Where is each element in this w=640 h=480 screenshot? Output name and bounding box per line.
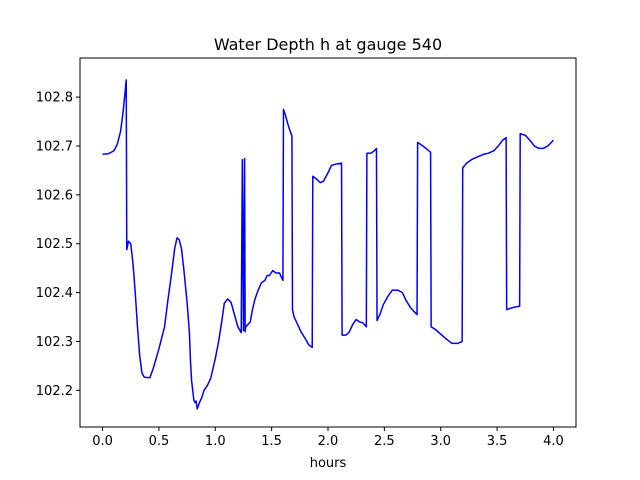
series-layer bbox=[102, 79, 554, 410]
y-axis: 102.2 102.3 102.4 102.5 102.6 102.7 102.8 bbox=[36, 91, 80, 399]
x-tick-label: 2.5 bbox=[374, 434, 395, 449]
y-tick-label: 102.3 bbox=[36, 335, 73, 350]
chart-title: Water Depth h at gauge 540 bbox=[214, 35, 442, 54]
y-tick-label: 102.4 bbox=[36, 286, 73, 301]
y-tick-label: 102.5 bbox=[36, 237, 73, 252]
x-tick-label: 0.0 bbox=[92, 434, 113, 449]
x-tick-label: 0.5 bbox=[149, 434, 170, 449]
x-tick-label: 3.5 bbox=[487, 434, 508, 449]
y-tick-label: 102.7 bbox=[36, 139, 73, 154]
x-tick-label: 3.0 bbox=[430, 434, 451, 449]
x-axis: 0.0 0.5 1.0 1.5 2.0 2.5 3.0 3.5 4.0 bbox=[92, 427, 564, 449]
x-axis-label: hours bbox=[310, 456, 347, 471]
plot-area: 0.0 0.5 1.0 1.5 2.0 2.5 3.0 3.5 4.0 102.2102.310… bbox=[36, 57, 577, 449]
series-line-0 bbox=[102, 79, 554, 410]
y-tick-label: 102.6 bbox=[36, 188, 73, 203]
x-tick-label: 1.0 bbox=[205, 434, 226, 449]
x-tick-label: 1.5 bbox=[261, 434, 282, 449]
y-tick-label: 102.2 bbox=[36, 384, 73, 399]
x-tick-label: 2.0 bbox=[318, 434, 339, 449]
y-tick-label: 102.8 bbox=[36, 91, 73, 106]
x-tick-label: 4.0 bbox=[543, 434, 564, 449]
